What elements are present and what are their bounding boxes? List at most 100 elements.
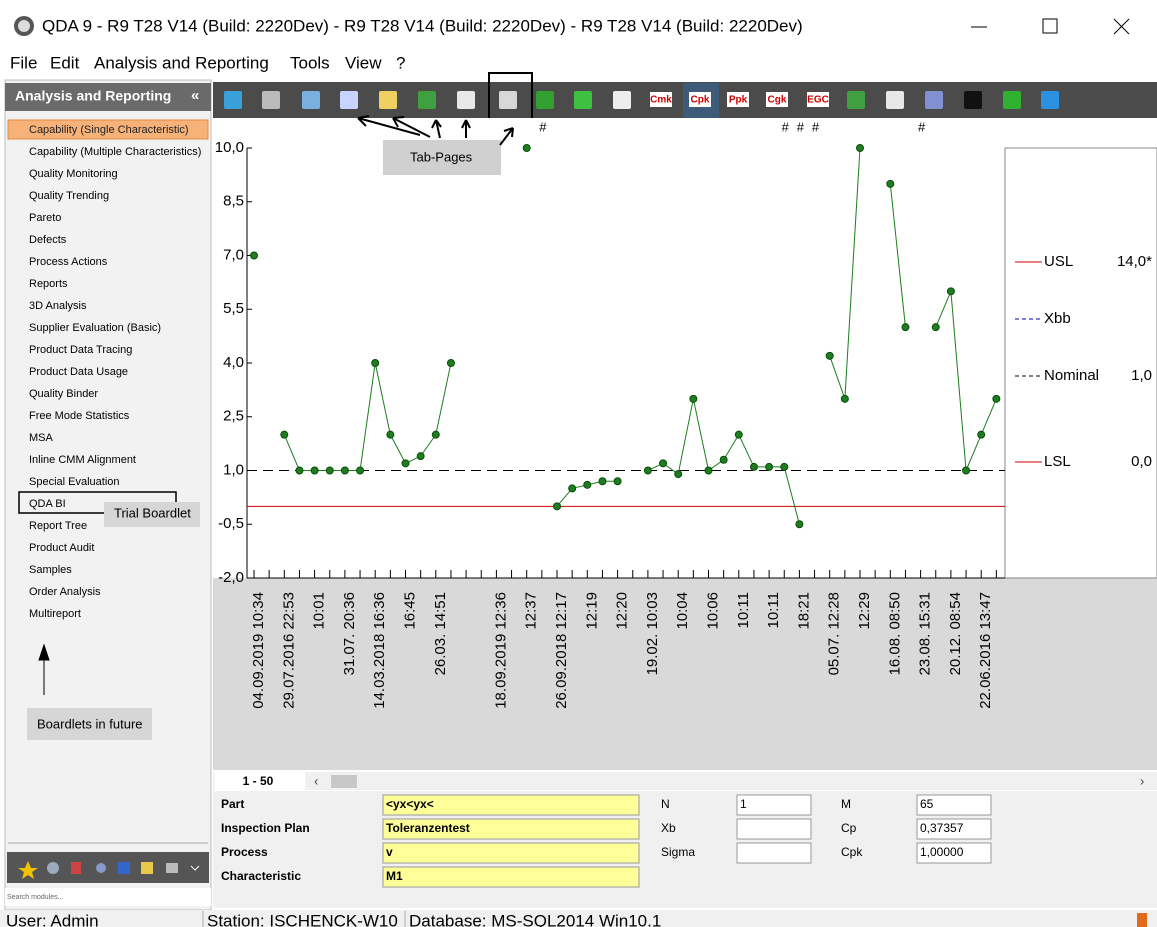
x-tick-label: 26.03. 14:51 xyxy=(432,592,449,675)
menu-item[interactable]: Analysis and Reporting xyxy=(94,53,269,72)
module-icon[interactable] xyxy=(166,863,178,873)
tool-icon[interactable] xyxy=(886,91,904,109)
tool-icon[interactable] xyxy=(224,91,242,109)
module-icon[interactable] xyxy=(47,862,59,874)
module-icon[interactable] xyxy=(118,862,130,874)
tool-icon[interactable] xyxy=(766,92,788,107)
tool-icon[interactable] xyxy=(613,91,631,109)
module-item[interactable]: Samples xyxy=(29,564,72,576)
module-item[interactable]: QDA BI xyxy=(29,498,66,510)
tool-icon[interactable] xyxy=(340,91,358,109)
module-item[interactable]: Pareto xyxy=(29,212,61,224)
tool-icon[interactable] xyxy=(418,91,436,109)
boardlets-text: Boardlets in future xyxy=(37,716,143,731)
sidebar-collapse[interactable]: « xyxy=(191,87,199,104)
close-button[interactable] xyxy=(1113,18,1130,35)
field-input[interactable] xyxy=(382,794,640,816)
module-item[interactable]: Special Evaluation xyxy=(29,476,120,488)
data-point xyxy=(568,484,577,493)
data-point xyxy=(977,430,986,439)
module-icon[interactable] xyxy=(141,862,153,874)
legend-label: USL xyxy=(1044,253,1073,270)
selected-item-bg xyxy=(7,119,209,140)
x-tick-label: 12:37 xyxy=(523,592,540,630)
data-point xyxy=(719,455,728,464)
field-input[interactable] xyxy=(382,842,640,864)
sidebar-list: Capability (Single Characteristic) Capabi… xyxy=(29,124,201,620)
module-item[interactable]: MSA xyxy=(29,432,54,444)
field-label: Characteristic xyxy=(221,869,301,883)
module-item[interactable]: Multireport xyxy=(29,608,81,620)
tool-icon[interactable] xyxy=(689,92,711,107)
menu-item[interactable]: View xyxy=(345,53,382,72)
module-icon[interactable] xyxy=(71,862,81,874)
page-tab[interactable] xyxy=(215,772,305,790)
tool-icon[interactable] xyxy=(499,91,517,109)
tool-icon[interactable] xyxy=(847,91,865,109)
tool-icon[interactable] xyxy=(1041,91,1059,109)
series-line xyxy=(889,183,906,328)
module-item[interactable]: Process Actions xyxy=(29,256,108,268)
module-item[interactable]: Product Data Usage xyxy=(29,366,128,378)
tool-icon[interactable] xyxy=(964,91,982,109)
stat-input[interactable] xyxy=(916,842,992,864)
module-item[interactable]: 3D Analysis xyxy=(29,300,87,312)
tool-icon[interactable] xyxy=(302,91,320,109)
tool-icon[interactable] xyxy=(262,91,280,109)
scroll-thumb[interactable] xyxy=(331,775,357,788)
search-box[interactable] xyxy=(5,888,211,906)
field-input[interactable] xyxy=(382,866,640,888)
tool-icon[interactable] xyxy=(925,91,943,109)
maximize-button[interactable] xyxy=(1042,18,1058,34)
menu-item[interactable]: File xyxy=(10,53,37,72)
stat-input[interactable] xyxy=(736,842,812,864)
stat-input[interactable] xyxy=(916,818,992,840)
field-label: Inspection Plan xyxy=(221,821,310,835)
menu-item[interactable]: ? xyxy=(396,53,405,72)
more-icon[interactable] xyxy=(190,865,200,871)
module-item[interactable]: Capability (Multiple Characteristics) xyxy=(29,146,201,158)
flag-marker: # xyxy=(797,119,805,134)
scroll-left[interactable]: ‹ xyxy=(314,773,318,788)
arrow-up xyxy=(38,643,50,695)
module-icon[interactable] xyxy=(96,863,106,873)
x-tick-label: 10:11 xyxy=(765,592,782,628)
module-item[interactable]: Quality Binder xyxy=(29,388,98,400)
module-item[interactable]: Quality Monitoring xyxy=(29,168,118,180)
module-item[interactable]: Defects xyxy=(29,234,67,246)
tool-icon[interactable] xyxy=(1003,91,1021,109)
tool-icon[interactable] xyxy=(457,91,475,109)
tool-icon[interactable] xyxy=(536,91,554,109)
x-tick-label: 12:19 xyxy=(583,592,600,630)
module-item[interactable]: Free Mode Statistics xyxy=(29,410,130,422)
module-item[interactable]: Product Data Tracing xyxy=(29,344,132,356)
status-item: User: Admin xyxy=(6,911,99,927)
tool-icon[interactable] xyxy=(650,92,672,107)
module-item[interactable]: Report Tree xyxy=(29,520,87,532)
menu-item[interactable]: Tools xyxy=(290,53,330,72)
module-item[interactable]: Inline CMM Alignment xyxy=(29,454,136,466)
star-icon[interactable] xyxy=(18,861,38,879)
tool-icon[interactable] xyxy=(807,92,829,107)
field-input[interactable] xyxy=(382,818,640,840)
stat-input[interactable] xyxy=(736,818,812,840)
module-item[interactable]: Order Analysis xyxy=(29,586,101,598)
module-item[interactable]: Capability (Single Characteristic) xyxy=(29,124,189,136)
module-item[interactable]: Product Audit xyxy=(29,542,94,554)
module-item[interactable]: Supplier Evaluation (Basic) xyxy=(29,322,161,334)
tool-icon[interactable] xyxy=(379,91,397,109)
x-tick-label: 14.03.2018 16:36 xyxy=(371,592,388,709)
data-point xyxy=(446,359,455,367)
tool-icon[interactable] xyxy=(727,92,749,107)
data-point xyxy=(416,452,425,461)
x-tick-label: 22.06.2016 13:47 xyxy=(977,592,994,709)
tool-icon[interactable] xyxy=(574,91,592,109)
chart-background xyxy=(213,118,1157,578)
stat-value: 1 xyxy=(740,797,747,811)
module-item[interactable]: Reports xyxy=(29,278,68,290)
stat-input[interactable] xyxy=(916,794,992,816)
menu-item[interactable]: Edit xyxy=(50,53,80,72)
stat-input[interactable] xyxy=(736,794,812,816)
module-item[interactable]: Quality Trending xyxy=(29,190,109,202)
scroll-right[interactable]: › xyxy=(1140,773,1144,788)
